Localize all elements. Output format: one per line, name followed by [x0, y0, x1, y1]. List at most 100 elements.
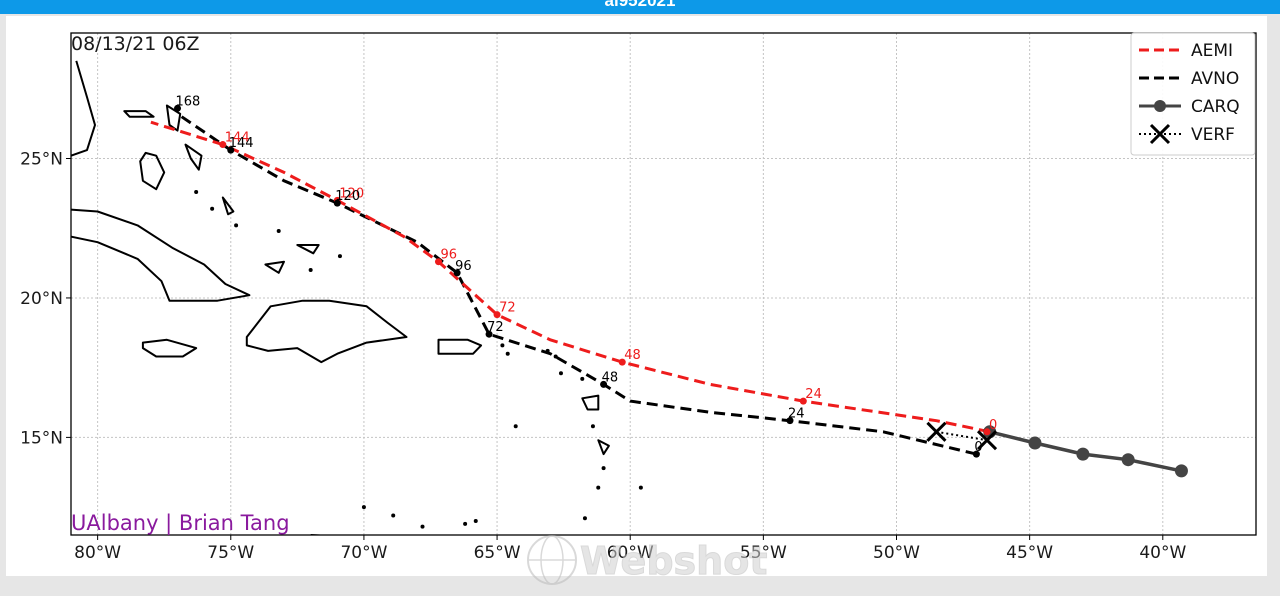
avno-hour-point: [174, 104, 182, 112]
coast-hispaniola: [245, 299, 408, 364]
avno-hour-label: 168: [176, 94, 201, 109]
islet: [513, 424, 518, 429]
islet: [194, 189, 199, 194]
islet: [391, 513, 396, 518]
top-bar: al952021: [0, 0, 1280, 14]
islet: [308, 268, 313, 273]
aemi-hour-label: 144: [225, 131, 250, 146]
aemi-hour-point: [434, 258, 442, 266]
aemi-hour-label: 24: [805, 387, 822, 402]
avno-hour-label: 24: [788, 407, 805, 422]
coast-turks: [296, 244, 320, 255]
coast-eleuthera: [184, 143, 203, 171]
verf-track: [936, 430, 988, 442]
islet: [463, 521, 468, 526]
legend-label-carq: CARQ: [1191, 97, 1240, 117]
x-tick-label: 45°W: [1006, 543, 1053, 563]
avno-hour-label: 48: [602, 370, 619, 385]
x-tick-label: 80°W: [74, 543, 121, 563]
map-card: [6, 16, 1267, 576]
avno-hour-point: [600, 380, 608, 388]
avno-hour-point: [972, 450, 980, 458]
avno-hour-point: [786, 417, 794, 425]
x-tick-label: 40°W: [1139, 543, 1186, 563]
islet: [500, 343, 505, 348]
coast-puerto-rico: [437, 338, 483, 355]
avno-hour-label: 96: [455, 259, 472, 274]
legend: AEMI AVNO CARQ VERF: [1130, 32, 1256, 156]
map-frame: [70, 32, 1257, 536]
islet: [210, 206, 215, 211]
islet: [276, 229, 281, 234]
legend-label-aemi: AEMI: [1191, 41, 1233, 61]
aemi-hour-point: [219, 141, 227, 149]
carq-point: [1028, 436, 1042, 450]
islet: [553, 354, 558, 359]
islet: [505, 351, 510, 356]
aemi-hour-point: [618, 358, 626, 366]
coast-florida: [71, 60, 96, 157]
aemi-hour-point: [493, 311, 501, 319]
islet: [337, 254, 342, 259]
avno-hour-label: 72: [487, 320, 504, 335]
coast-gb-bahama: [123, 110, 155, 118]
avno-hour-point: [333, 199, 341, 207]
page-title: al952021: [604, 0, 676, 10]
aemi-hour-label: 120: [339, 186, 364, 201]
y-tick-label: 25°N: [20, 150, 63, 170]
verf-marker: [976, 430, 998, 451]
carq-point: [1174, 464, 1188, 478]
forecast-tracks: 24 48 72 96 120 144 0 24 48 72 96 120 144 168 0: [150, 94, 1188, 478]
aemi-hour-label: 48: [624, 348, 641, 363]
aemi-hour-label: 0: [989, 418, 997, 433]
x-tick-label: 50°W: [873, 543, 920, 563]
x-tick-label: 70°W: [340, 543, 387, 563]
coast-martinique: [597, 439, 610, 456]
avno-hour-label: 144: [229, 136, 254, 151]
avno-hour-point: [453, 269, 461, 277]
coast-andros: [139, 151, 166, 191]
y-tick-label: 15°N: [20, 428, 63, 448]
y-tick-label: 20°N: [20, 289, 63, 309]
watermark: Webshot: [527, 535, 768, 585]
islet: [638, 485, 643, 490]
coast-cuba: [71, 208, 251, 302]
islet: [580, 376, 585, 381]
avno-hour-point: [227, 146, 235, 154]
avno-hour-label: 0: [974, 440, 982, 455]
aemi-hour-label: 96: [440, 248, 457, 263]
legend-label-verf: VERF: [1191, 125, 1235, 145]
verf-marker: [926, 421, 947, 442]
x-tick-label: 75°W: [207, 543, 254, 563]
islet: [524, 547, 528, 551]
axis-ticks: 80°W 75°W 70°W 65°W 60°W 55°W 50°W 45°W 40°W 25°N…: [20, 150, 1186, 564]
watermark-text: Webshot: [580, 539, 767, 583]
carq-point: [1121, 453, 1135, 467]
islet: [558, 371, 563, 376]
x-tick-label: 60°W: [607, 543, 654, 563]
aemi-hour-point: [983, 428, 991, 436]
islet: [234, 223, 239, 228]
islet: [420, 524, 425, 529]
islet: [473, 519, 478, 524]
avno-hour-point: [485, 330, 493, 338]
islet: [582, 516, 587, 521]
aemi-hour-label: 72: [499, 301, 516, 316]
islet: [361, 505, 366, 510]
coastlines: [71, 60, 643, 551]
coast-jamaica: [141, 338, 198, 358]
carq-point: [1076, 447, 1090, 461]
map-timestamp: 08/13/21 06Z: [71, 33, 200, 55]
coast-inagua: [264, 260, 285, 274]
credit-text: UAlbany | Brian Tang: [71, 511, 290, 536]
grid-lines: [71, 33, 1256, 535]
aemi-hour-point: [799, 397, 807, 405]
islet: [590, 424, 595, 429]
islet: [596, 485, 601, 490]
legend-label-avno: AVNO: [1191, 69, 1239, 89]
legend-box: [1130, 32, 1256, 156]
aemi-track: [150, 120, 991, 434]
avno-track: [176, 112, 977, 456]
islet: [601, 466, 606, 471]
